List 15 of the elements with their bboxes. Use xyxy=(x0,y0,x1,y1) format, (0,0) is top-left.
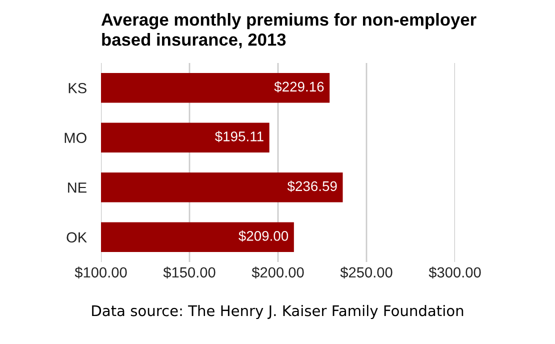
data-label: $195.11 xyxy=(215,130,264,142)
data-label: $236.59 xyxy=(287,180,337,192)
y-tick-label: KS xyxy=(68,82,86,94)
x-tick-label: $250.00 xyxy=(340,266,392,278)
x-tick-label: $200.00 xyxy=(252,266,304,278)
chart-title: Average monthly premiums for non-employer based insurance, 2013 xyxy=(101,13,476,48)
x-tick-label: $100.00 xyxy=(74,266,127,278)
x-tick-label: $300.00 xyxy=(428,266,481,278)
x-tick-label: $150.00 xyxy=(163,266,216,278)
y-tick-label: MO xyxy=(64,132,86,144)
source-note: Data source: The Henry J. Kaiser Family Foundation xyxy=(92,304,464,320)
y-tick-label: NE xyxy=(68,182,86,193)
data-label: $209.00 xyxy=(238,230,288,242)
data-label: $229.16 xyxy=(274,81,324,92)
y-tick-label: OK xyxy=(66,232,87,243)
